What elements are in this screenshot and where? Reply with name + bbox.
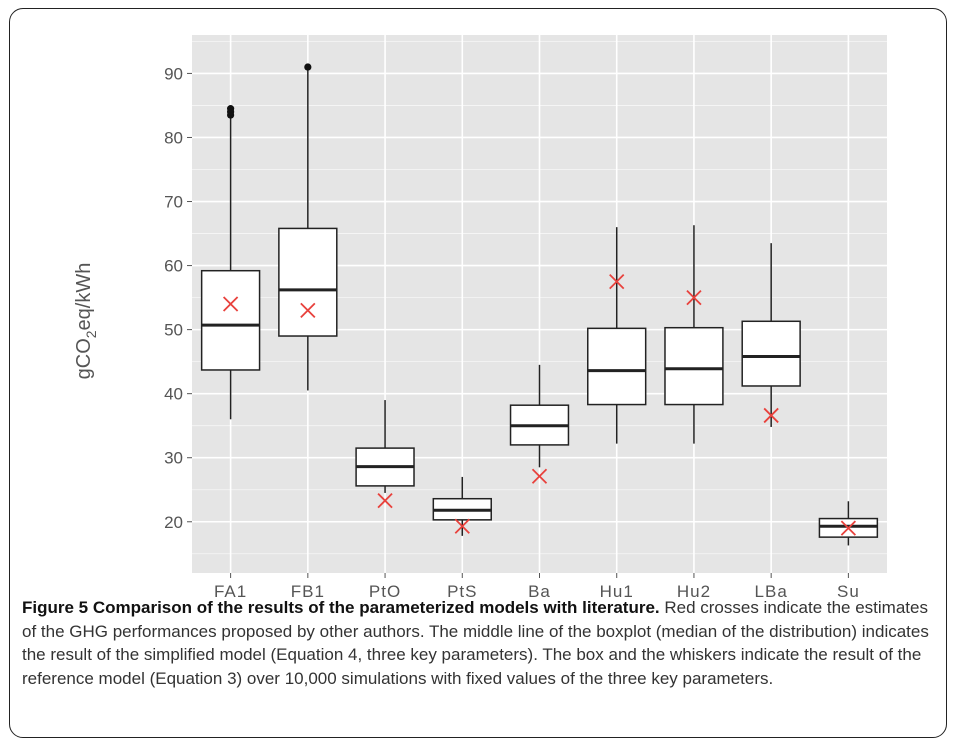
box-iqr [588,328,646,404]
box-iqr [742,321,800,386]
y-tick-label: 60 [164,257,183,276]
y-tick-label: 20 [164,513,183,532]
outlier-point [227,105,234,112]
y-tick-label: 90 [164,64,183,83]
y-axis-label: gCO2eq/kWh [73,263,99,380]
y-tick-label: 70 [164,193,183,212]
caption-title: Figure 5 Comparison of the results of th… [22,598,660,617]
outlier-point [304,63,311,70]
y-tick-label: 30 [164,449,183,468]
box-iqr [202,271,260,370]
y-tick-label: 40 [164,385,183,404]
y-tick-label: 50 [164,321,183,340]
box-iqr [665,328,723,405]
y-tick-label: 80 [164,128,183,147]
box-iqr [279,228,337,336]
figure-frame: gCO2eq/kWh 20 30 40 50 60 70 80 90 FA1 FB1 PtO PtS B… [9,8,947,738]
figure-caption: Figure 5 Comparison of the results of th… [22,596,944,690]
